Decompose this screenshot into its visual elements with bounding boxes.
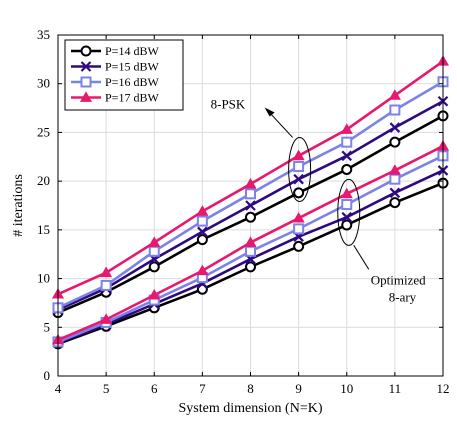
data-point [293, 161, 305, 173]
data-point [148, 245, 160, 257]
legend-marker [80, 61, 92, 72]
data-point [244, 177, 257, 189]
data-point [389, 122, 401, 133]
data-point [197, 226, 208, 238]
axis-ticks: 4 5 6 7 8 9 10 11 12 0 5 10 15 20 25 30 35 [37, 27, 450, 396]
data-point [245, 211, 256, 223]
x-tick-label: 10 [340, 381, 353, 396]
data-point [293, 173, 304, 185]
annotation-optimized: Optimized [371, 272, 426, 287]
data-point [389, 187, 401, 199]
data-point [196, 215, 208, 227]
legend-entry: P=15 dBW [71, 60, 159, 74]
y-tick-label: 25 [37, 124, 50, 139]
legend-label: P=14 dBW [105, 44, 159, 58]
group-ellipse [337, 178, 361, 246]
data-point [100, 266, 113, 278]
data-point [148, 261, 160, 273]
legend-marker [79, 91, 93, 102]
data-point [341, 150, 353, 162]
legend-entry: P=17 dBW [71, 91, 159, 105]
data-point [245, 200, 256, 211]
data-point [196, 205, 209, 216]
data-point [293, 223, 305, 235]
data-point [245, 261, 256, 273]
data-point [293, 240, 305, 252]
series [51, 55, 450, 299]
data-point [341, 219, 353, 231]
data-point [293, 187, 305, 199]
data-point [148, 288, 161, 300]
x-tick-label: 11 [389, 381, 402, 396]
y-tick-label: 5 [44, 319, 51, 334]
data-point [245, 188, 256, 200]
data-point [388, 89, 401, 100]
annotations: 8-PSK Optimized 8-ary [211, 96, 427, 304]
x-tick-label: 9 [295, 381, 302, 396]
data-point [244, 236, 257, 247]
x-tick-label: 12 [437, 381, 450, 396]
annotation-8ary: 8-ary [389, 289, 417, 304]
data-point [388, 164, 401, 175]
x-tick-label: 7 [199, 381, 206, 396]
data-point [292, 149, 305, 161]
x-tick-label: 8 [247, 381, 254, 396]
y-tick-label: 20 [37, 173, 50, 188]
data-point [389, 197, 401, 209]
data-point [245, 245, 256, 257]
y-tick-label: 30 [37, 76, 50, 91]
data-point [389, 136, 401, 148]
data-point [196, 264, 209, 276]
data-point [389, 104, 401, 116]
annotation-8psk: 8-PSK [211, 96, 246, 111]
data-point [341, 211, 353, 223]
legend-entry: P=14 dBW [71, 44, 159, 58]
data-point [389, 173, 401, 185]
legend-label: P=17 dBW [105, 91, 159, 105]
data-point [148, 236, 161, 247]
data-point [292, 211, 305, 223]
x-tick-label: 4 [55, 381, 62, 396]
group-ellipse [288, 136, 312, 202]
data-point [341, 136, 353, 148]
data-point [100, 313, 113, 324]
y-axis-label: # iterations [11, 174, 26, 237]
legend-label: P=16 dBW [105, 75, 159, 89]
data-point [340, 187, 353, 199]
legend-marker [80, 45, 92, 57]
annotation-leader [353, 245, 370, 270]
data-point [196, 234, 208, 246]
data-point [340, 123, 353, 134]
y-tick-label: 0 [44, 368, 51, 383]
legend-label: P=15 dBW [105, 60, 159, 74]
x-tick-label: 5 [103, 381, 110, 396]
y-tick-label: 15 [37, 222, 50, 237]
data-point [100, 279, 112, 291]
legend-entry: P=16 dBW [71, 75, 159, 89]
arrow-head [264, 107, 275, 117]
data-point [341, 163, 353, 175]
y-tick-label: 10 [37, 271, 50, 286]
x-axis-label: System dimension (N=K) [179, 401, 323, 416]
y-tick-label: 35 [37, 27, 50, 42]
legend-marker [80, 76, 92, 88]
x-tick-label: 6 [151, 381, 158, 396]
data-point [341, 199, 353, 211]
